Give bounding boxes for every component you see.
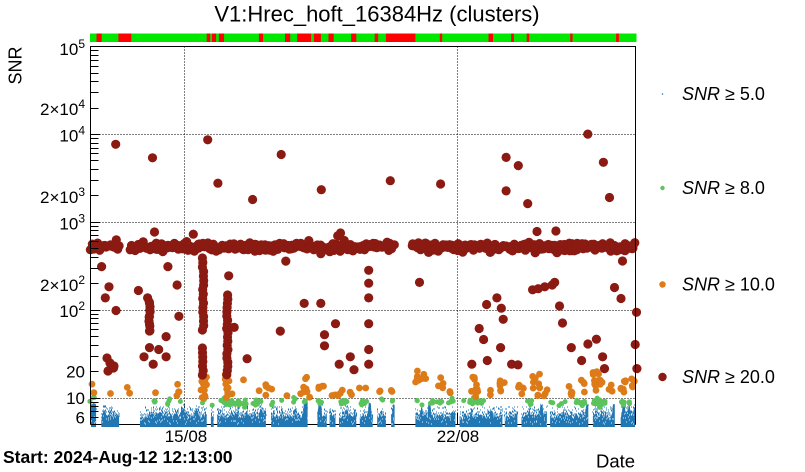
svg-text:15/08: 15/08 (165, 427, 208, 446)
svg-text:6: 6 (76, 409, 85, 428)
svg-text:SNR: SNR (6, 46, 26, 84)
svg-text:2×103: 2×103 (40, 185, 85, 207)
svg-text:10: 10 (66, 389, 85, 408)
svg-text:22/08: 22/08 (437, 427, 480, 446)
svg-text:SNR ≥ 8.0: SNR ≥ 8.0 (682, 178, 765, 198)
svg-text:SNR ≥ 5.0: SNR ≥ 5.0 (682, 84, 765, 104)
svg-text:2×104: 2×104 (40, 97, 85, 119)
svg-text:V1:Hrec_hoft_16384Hz (clusters: V1:Hrec_hoft_16384Hz (clusters) (214, 2, 539, 27)
svg-text:Start: 2024-Aug-12 12:13:00: Start: 2024-Aug-12 12:13:00 (3, 447, 233, 467)
svg-text:Date: Date (596, 451, 635, 472)
svg-text:20: 20 (66, 363, 85, 382)
svg-text:SNR ≥ 10.0: SNR ≥ 10.0 (682, 275, 775, 295)
svg-text:SNR ≥ 20.0: SNR ≥ 20.0 (682, 367, 775, 387)
svg-text:2×102: 2×102 (40, 273, 85, 295)
